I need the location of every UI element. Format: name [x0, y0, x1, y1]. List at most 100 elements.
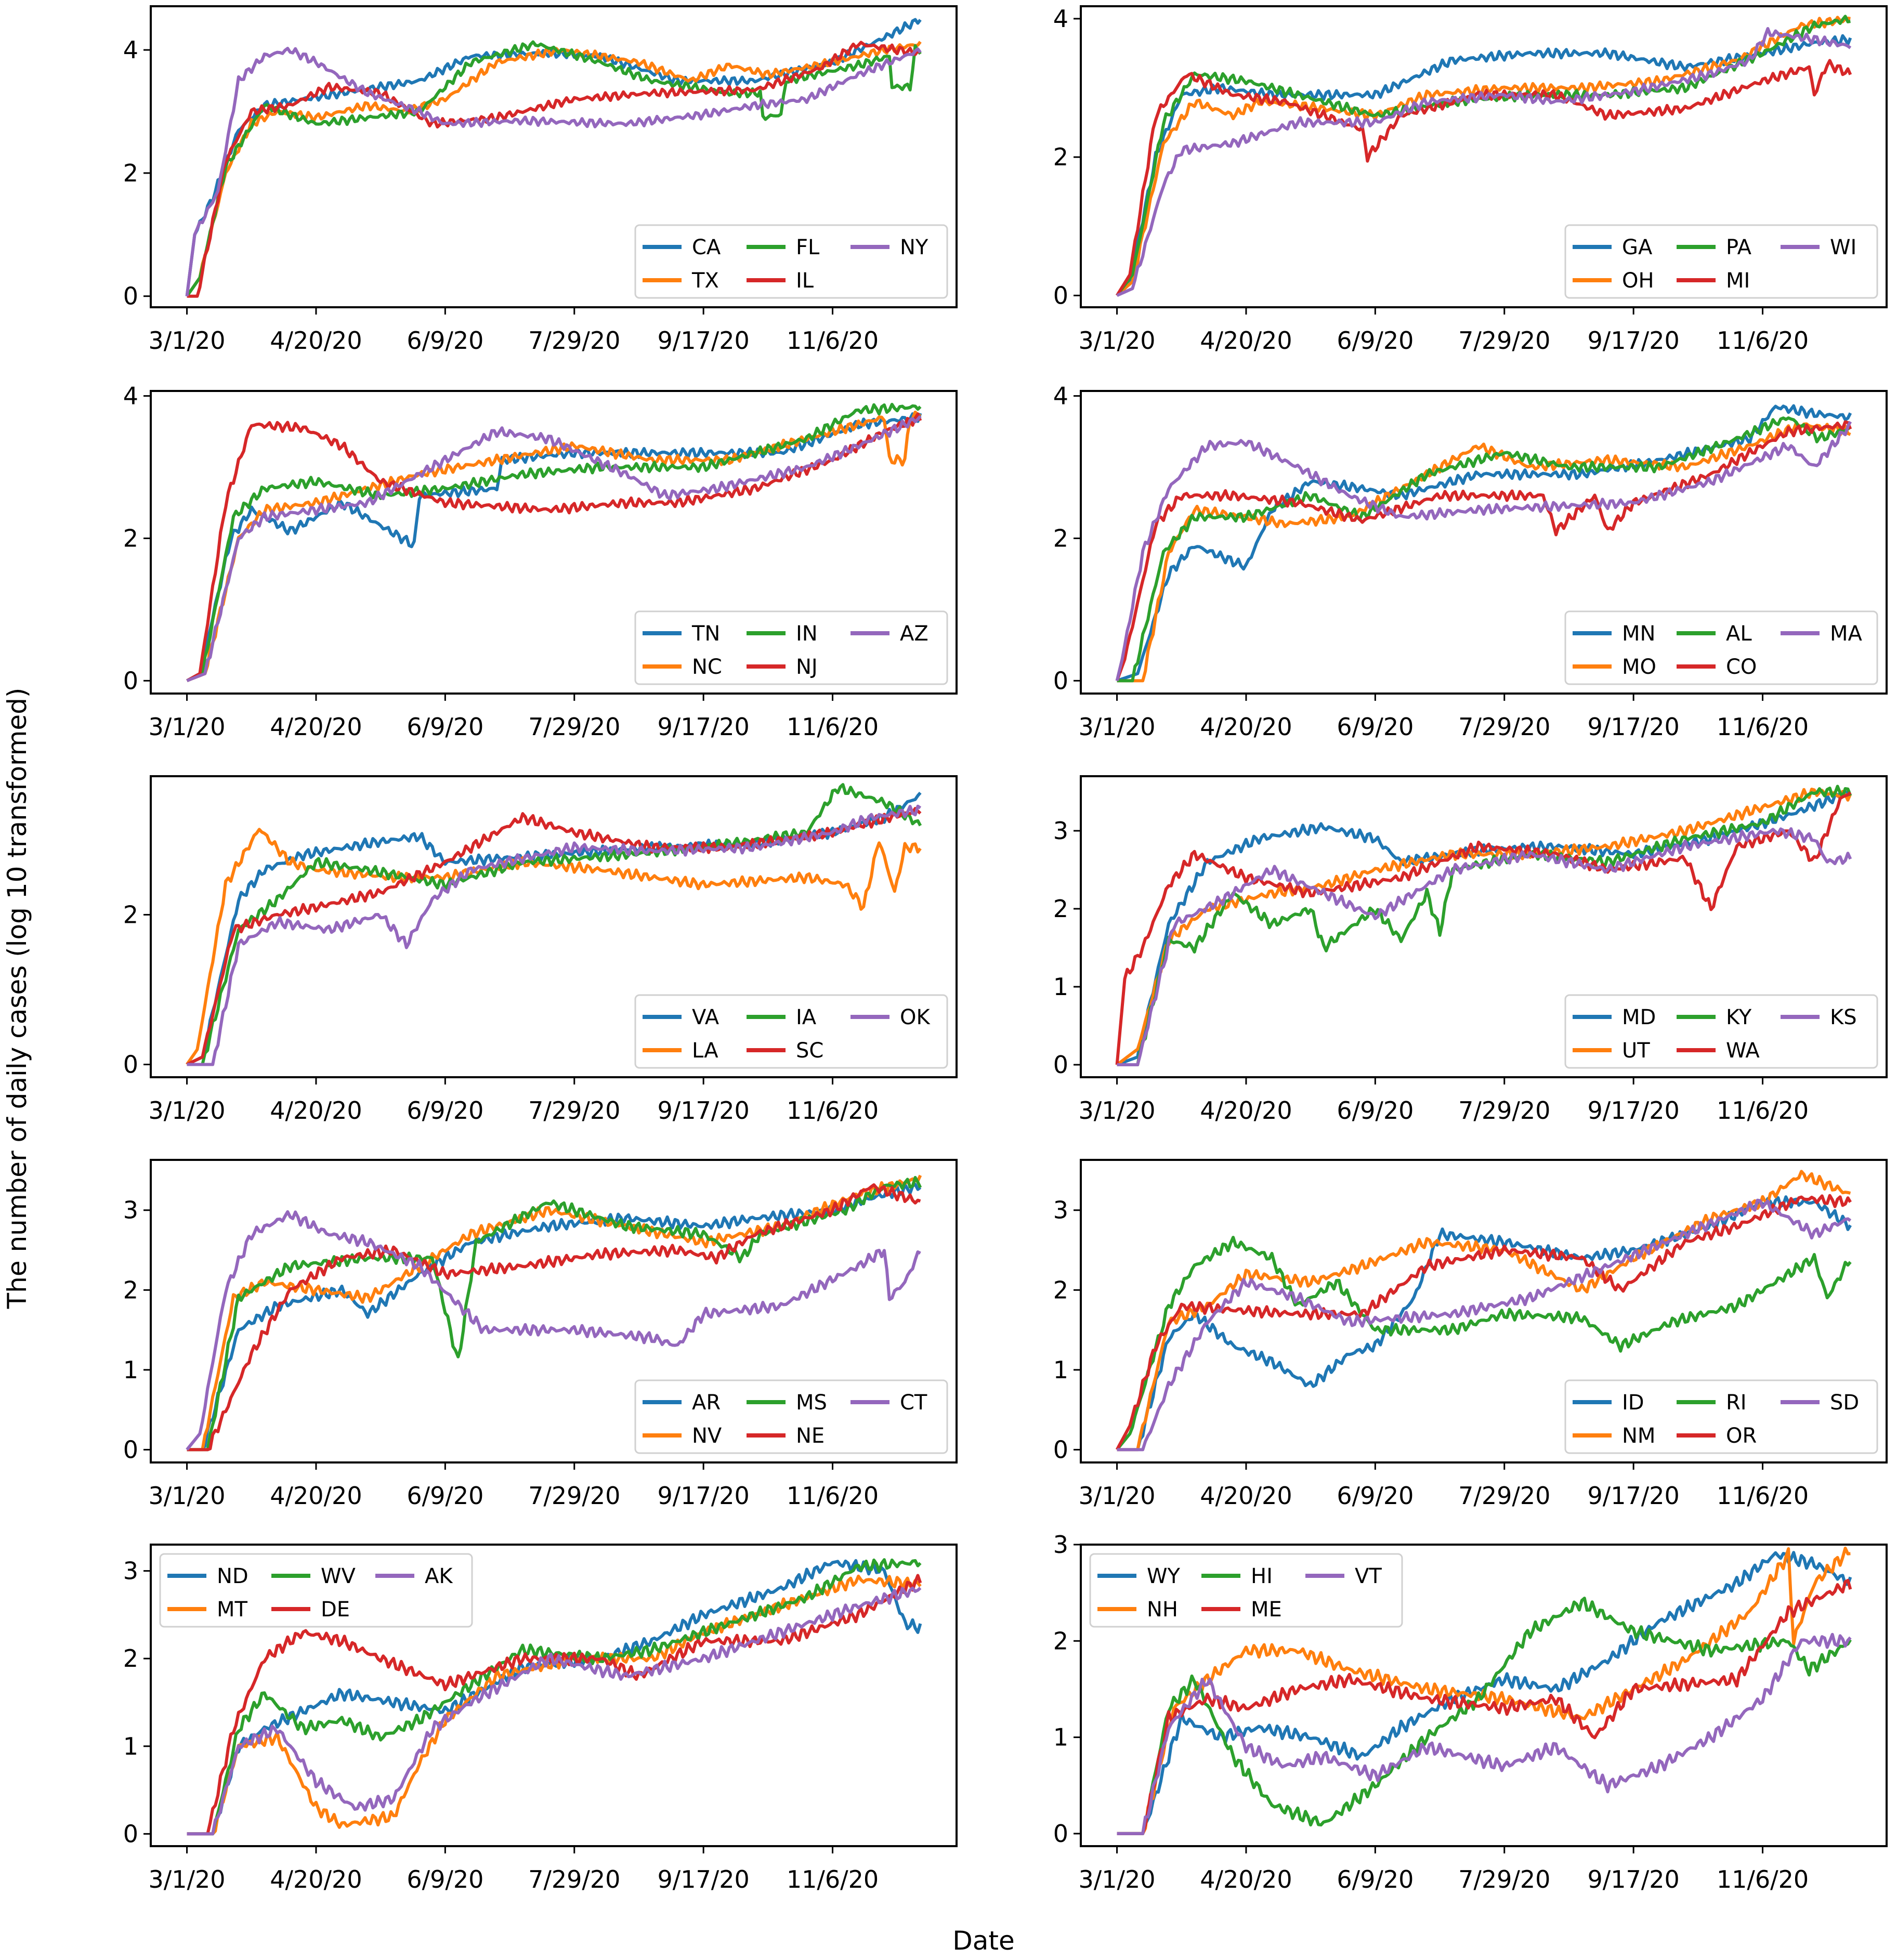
panel-3: 3/1/20 4/20/20 6/9/20 7/29/20 9/17/20 11/6/20… [123, 382, 958, 741]
x-tick-label: 9/17/20 [657, 713, 749, 741]
legend-label: VT [1355, 1564, 1382, 1588]
legend-label: VA [692, 1005, 719, 1029]
x-tick-label: 3/1/20 [149, 713, 226, 741]
series-line-AZ [186, 415, 922, 683]
legend-label: AL [1726, 622, 1752, 646]
panel-5: 3/1/20 4/20/20 6/9/20 7/29/20 9/17/20 11/6/20… [123, 775, 958, 1125]
y-tick-label: 0 [1053, 281, 1068, 309]
x-axis-label: Date [952, 1926, 1015, 1956]
x-tick-label: 4/20/20 [1200, 326, 1292, 355]
plot-frame [150, 5, 958, 308]
legend-label: ID [1622, 1391, 1644, 1415]
x-tick-label: 7/29/20 [1458, 1865, 1550, 1893]
series-line-NJ [186, 412, 922, 683]
series-line-MO [1117, 421, 1851, 683]
legend-label: IL [796, 269, 814, 293]
legend-label: IA [796, 1005, 817, 1029]
x-tick-label: 9/17/20 [1587, 713, 1679, 741]
y-axis-label: The number of daily cases (log 10 transf… [2, 688, 32, 1310]
legend-label: NV [692, 1424, 722, 1448]
x-tick-label: 11/6/20 [1717, 1865, 1809, 1893]
panel-8: 3/1/20 4/20/20 6/9/20 7/29/20 9/17/20 11/6/20… [1053, 1159, 1888, 1510]
legend-label: SC [796, 1039, 823, 1063]
series-line-WI [1116, 27, 1852, 297]
legend-label: MT [217, 1598, 248, 1622]
x-tick-label: 4/20/20 [1200, 1096, 1292, 1125]
y-tick-label: 2 [1053, 895, 1068, 923]
x-tick-label: 7/29/20 [1458, 1482, 1550, 1510]
legend-label: ME [1251, 1598, 1282, 1622]
y-tick-label: 3 [123, 1196, 138, 1224]
y-tick-label: 1 [1053, 1723, 1068, 1752]
x-tick-label: 6/9/20 [1337, 1865, 1414, 1893]
x-tick-label: 6/9/20 [407, 713, 483, 741]
x-tick-label: 9/17/20 [657, 326, 749, 355]
legend-box [1564, 1379, 1878, 1454]
y-tick-label: 0 [123, 1435, 138, 1464]
legend: ID NM RI OR SD [1564, 1379, 1878, 1454]
legend-label: FL [796, 236, 820, 259]
y-tick-label: 1 [1053, 973, 1068, 1001]
panel-4: 3/1/20 4/20/20 6/9/20 7/29/20 9/17/20 11/6/20… [1053, 382, 1888, 741]
x-tick-label: 3/1/20 [149, 1865, 226, 1893]
panel-7: 3/1/20 4/20/20 6/9/20 7/29/20 9/17/20 11/6/20… [123, 1159, 958, 1510]
legend-box [1089, 1553, 1403, 1628]
x-tick-label: 11/6/20 [787, 1865, 879, 1893]
x-tick-label: 4/20/20 [1200, 1865, 1292, 1893]
x-tick-label: 6/9/20 [407, 326, 483, 355]
legend-label: UT [1622, 1039, 1650, 1063]
y-tick-label: 3 [1053, 817, 1068, 845]
legend-label: CO [1726, 655, 1757, 679]
x-tick-label: 4/20/20 [270, 713, 362, 741]
legend-label: NJ [796, 655, 818, 679]
x-tick-label: 3/1/20 [1079, 1865, 1156, 1893]
x-tick-label: 11/6/20 [787, 326, 879, 355]
series-line-OR [1115, 1194, 1852, 1451]
y-tick-label: 2 [1053, 1276, 1068, 1304]
series-line-OH [1116, 16, 1851, 297]
x-tick-label: 7/29/20 [1458, 326, 1550, 355]
legend-label: WA [1726, 1039, 1760, 1063]
x-tick-label: 6/9/20 [1337, 1096, 1414, 1125]
x-tick-label: 11/6/20 [1717, 1482, 1809, 1510]
legend-label: MD [1622, 1005, 1656, 1029]
x-tick-label: 11/6/20 [787, 1096, 879, 1125]
x-tick-label: 7/29/20 [1458, 1096, 1550, 1125]
legend: CA TX FL IL NY [634, 224, 948, 299]
y-tick-label: 4 [123, 382, 138, 410]
plot-frame [150, 1159, 958, 1464]
legend-label: WI [1830, 236, 1856, 259]
y-tick-label: 1 [123, 1732, 138, 1760]
legend-label: KS [1830, 1005, 1857, 1029]
y-tick-label: 1 [123, 1356, 138, 1384]
legend-label: DE [321, 1598, 350, 1622]
x-tick-label: 3/1/20 [1079, 1096, 1156, 1125]
legend-label: WY [1147, 1564, 1181, 1588]
legend-box [1564, 994, 1878, 1069]
x-tick-label: 11/6/20 [787, 1482, 879, 1510]
series-line-IL [187, 41, 921, 298]
x-tick-label: 3/1/20 [1079, 713, 1156, 741]
legend-box [159, 1553, 473, 1628]
y-tick-label: 0 [1053, 1051, 1068, 1079]
plot-frame [150, 390, 958, 695]
plot-frame [150, 775, 958, 1078]
legend-label: MN [1622, 622, 1655, 646]
legend-label: MA [1830, 622, 1863, 646]
y-tick-label: 2 [123, 900, 138, 929]
plot-frame [1080, 390, 1888, 695]
legend: MD UT KY WA KS [1564, 994, 1878, 1069]
x-tick-label: 11/6/20 [1717, 1096, 1809, 1125]
legend-label: WV [321, 1564, 356, 1588]
x-tick-label: 11/6/20 [1717, 326, 1809, 355]
x-tick-label: 7/29/20 [528, 1096, 620, 1125]
series-line-SD [1117, 1198, 1852, 1452]
y-tick-label: 4 [1053, 5, 1068, 33]
x-tick-label: 6/9/20 [1337, 1482, 1414, 1510]
legend-label: GA [1622, 236, 1653, 259]
x-tick-label: 6/9/20 [407, 1482, 483, 1510]
x-tick-label: 6/9/20 [407, 1865, 483, 1893]
legend-label: OK [900, 1005, 931, 1029]
x-tick-label: 9/17/20 [657, 1865, 749, 1893]
